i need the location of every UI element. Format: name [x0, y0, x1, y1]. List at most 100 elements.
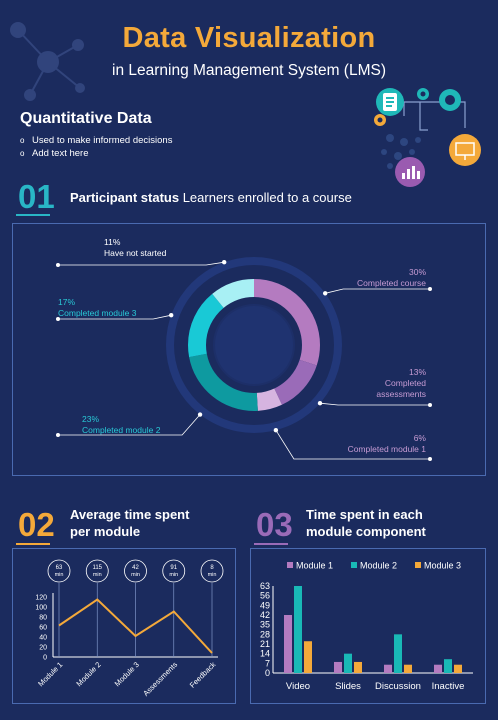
x-tick-label: Slides [335, 681, 361, 692]
donut-slice [188, 279, 320, 411]
section-title-line: Time spent in each [306, 507, 423, 522]
y-tick-label: 60 [39, 625, 47, 632]
y-tick-label: 20 [39, 645, 47, 652]
y-tick-label: 0 [265, 668, 270, 678]
gear-icon [374, 88, 461, 126]
legend-label: Module 2 [360, 561, 397, 571]
bar [394, 634, 402, 673]
donut-leader-line [319, 402, 430, 406]
y-tick-label: 14 [260, 649, 270, 659]
component-time-panel: Module 1 Module 2 Module 3 0 7 14 21 28 35 42 49 56… [250, 548, 486, 704]
y-tick-label: 7 [265, 658, 270, 668]
participant-donut-chart: 30%Completed course 13%Completedassessmen… [56, 237, 432, 461]
section-number: 03 [256, 506, 293, 543]
donut-leader-dot [428, 457, 432, 461]
donut-leader-dot [169, 312, 174, 318]
donut-leader-line [58, 414, 201, 436]
value-callout-label: 8 [210, 565, 214, 571]
y-tick-label: 42 [260, 610, 270, 620]
presentation-icon [449, 134, 481, 166]
donut-percent-label: 11% [104, 237, 121, 247]
donut-leader-dot [56, 317, 60, 321]
section-title-line: module component [306, 524, 426, 539]
donut-leader-dot [56, 263, 60, 267]
legend-label: Module 3 [424, 561, 461, 571]
donut-center [213, 304, 295, 386]
donut-leader-dot [197, 412, 203, 417]
donut-leader-dot [273, 428, 279, 433]
x-tick-label: Inactive [432, 681, 465, 692]
component-time-bar-chart: Module 1 Module 2 Module 3 0714212835424956… [260, 561, 473, 692]
donut-slice [188, 279, 320, 411]
section-underline [254, 543, 288, 545]
value-callout-label: 63 [56, 565, 63, 571]
donut-percent-label: 17% [58, 297, 75, 307]
section-underline [16, 543, 50, 545]
value-callout-bubble [200, 559, 224, 583]
line-series [58, 598, 213, 654]
y-tick-label: 80 [39, 615, 47, 622]
participant-panel [12, 223, 486, 476]
bar [404, 664, 412, 673]
section-underline [16, 214, 50, 216]
intro-bullet: Add text here [20, 148, 172, 161]
donut-leader-line [325, 288, 430, 294]
donut-percent-label: 13% [409, 367, 426, 377]
average-time-line-chart: 02040608010012063min115min42min91min8min… [35, 559, 224, 698]
legend-swatch [287, 562, 293, 568]
donut-slice-label: Completed module 2 [82, 425, 161, 435]
value-callout-unit: min [169, 572, 178, 578]
y-tick-label: 56 [260, 591, 270, 601]
donut-slice [188, 279, 320, 411]
bar [294, 586, 302, 673]
value-callout-unit: min [131, 572, 140, 578]
legend-swatch [415, 562, 421, 568]
donut-leader-dot [322, 291, 328, 296]
x-tick-label: Module 2 [74, 660, 102, 688]
donut-leader-dot [428, 287, 432, 291]
section-title-rest: Learners enrolled to a course [179, 190, 352, 205]
y-tick-label: 120 [35, 595, 47, 602]
section-number: 02 [18, 506, 55, 543]
x-tick-label: Feedback [188, 660, 218, 690]
legend-swatch [351, 562, 357, 568]
bar [384, 664, 392, 673]
intro-title: Quantitative Data [20, 110, 152, 127]
average-time-panel: 0 20 40 60 80 100 120 63 min 115 min 42 min 91 min 8 min… [12, 548, 236, 704]
donut-slice-label: Completed module 3 [58, 308, 137, 318]
y-tick-label: 40 [39, 635, 47, 642]
value-callout-bubble [47, 559, 71, 583]
donut-slice-label: assessments [376, 389, 426, 399]
donut-leader-dot [221, 260, 227, 265]
value-callout-bubble [124, 559, 147, 583]
donut-leader-line [58, 314, 172, 320]
donut-leader-dot [56, 433, 60, 437]
y-tick-label: 21 [260, 639, 270, 649]
y-tick-label: 100 [35, 605, 47, 612]
intro-bullet: Used to make informed decisions [20, 135, 172, 148]
donut-leader-dot [428, 403, 432, 407]
value-callout-label: 42 [132, 565, 139, 571]
section-title-line: per module [70, 524, 141, 539]
donut-percent-label: 6% [414, 433, 427, 443]
bar [454, 664, 462, 673]
donut-leader-line [275, 429, 430, 460]
donut-slice-label: Completed [385, 378, 426, 388]
bar [304, 641, 312, 673]
icon-cluster [374, 88, 481, 187]
y-tick-label: 35 [260, 620, 270, 630]
bar [284, 615, 292, 673]
y-tick-label: 63 [260, 581, 270, 591]
donut-leader-line [58, 261, 225, 266]
value-callout-label: 115 [92, 565, 102, 571]
bar [354, 661, 362, 673]
x-tick-label: Module 1 [36, 660, 64, 688]
donut-leader-dot [317, 400, 323, 406]
value-callout-label: 91 [170, 565, 177, 571]
y-tick-label: 49 [260, 600, 270, 610]
legend-label: Module 1 [296, 561, 333, 571]
network-nodes-icon [10, 22, 85, 101]
y-tick-label: 0 [43, 655, 47, 662]
value-callout-unit: min [208, 572, 217, 578]
x-tick-label: Assessments [141, 660, 179, 698]
